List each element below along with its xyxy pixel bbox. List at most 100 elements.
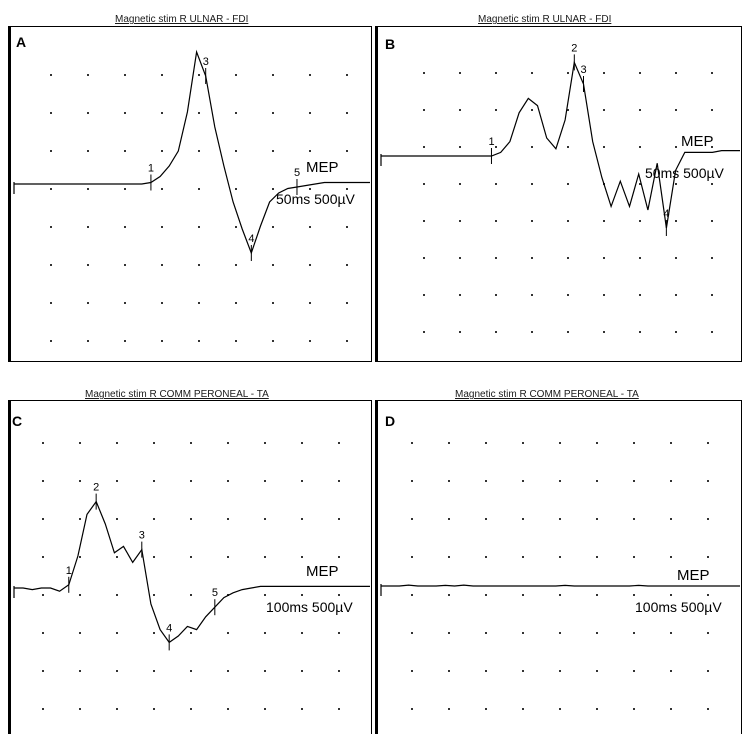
grid-dot [235, 150, 237, 152]
grid-dot [707, 480, 709, 482]
grid-dot [198, 112, 200, 114]
grid-dot [264, 442, 266, 444]
grid-dot [338, 670, 340, 672]
grid-dot [116, 556, 118, 558]
grid-dot [42, 556, 44, 558]
grid-dot [711, 183, 713, 185]
grid-dot [411, 632, 413, 634]
grid-dot [79, 480, 81, 482]
grid-dot [116, 480, 118, 482]
panel-a-chart: 1 3 4 5 MEP 50ms 500µV [13, 49, 370, 342]
grid-dot [423, 257, 425, 259]
grid-dot [124, 226, 126, 228]
grid-dot [567, 146, 569, 148]
grid-dot [227, 442, 229, 444]
grid-dot [639, 257, 641, 259]
grid-dot [495, 146, 497, 148]
grid-dot [423, 294, 425, 296]
grid-dot [675, 109, 677, 111]
grid-dot [338, 556, 340, 558]
panel-d-letter: D [385, 413, 396, 429]
grid-dot [161, 150, 163, 152]
grid-dot [153, 594, 155, 596]
grid-dot [272, 264, 274, 266]
marker-label: 1 [66, 565, 72, 577]
grid-dot [87, 188, 89, 190]
grid-dot [124, 188, 126, 190]
grid-dot [485, 708, 487, 710]
grid-dot [596, 442, 598, 444]
grid-dot [79, 632, 81, 634]
grid-dot [459, 109, 461, 111]
grid-dot [190, 708, 192, 710]
grid-dot [198, 226, 200, 228]
marker-label: 3 [139, 530, 145, 542]
grid-dot [338, 518, 340, 520]
grid-dot [153, 556, 155, 558]
grid-dot [338, 442, 340, 444]
grid-dot [235, 112, 237, 114]
panel-c-chart: 1 2 3 4 5 MEP 100ms 500µV [13, 442, 370, 710]
grid-dot [559, 670, 561, 672]
grid-dot [338, 632, 340, 634]
grid-dot [79, 556, 81, 558]
grid-dot [531, 220, 533, 222]
grid-dot [235, 340, 237, 342]
grid-dot [346, 226, 348, 228]
panel-d-frame [375, 400, 742, 734]
grid-dot [272, 150, 274, 152]
grid-dot [711, 294, 713, 296]
grid-dot [559, 708, 561, 710]
grid-dot [707, 708, 709, 710]
grid-dot [559, 518, 561, 520]
grid-dot [87, 264, 89, 266]
grid-dot [633, 632, 635, 634]
grid-dot [87, 112, 89, 114]
grid-dot [670, 632, 672, 634]
grid-dot [448, 670, 450, 672]
grid-dot [153, 708, 155, 710]
grid-dot [603, 146, 605, 148]
grid-dot [675, 183, 677, 185]
grid-dot [459, 220, 461, 222]
mep-trace [13, 49, 370, 255]
grid-dot [190, 480, 192, 482]
grid-dot [190, 670, 192, 672]
panel-b-title: Magnetic stim R ULNAR - FDI [478, 14, 612, 25]
grid-dot [603, 220, 605, 222]
grid-dot [633, 442, 635, 444]
grid-dot [567, 294, 569, 296]
grid-dot [264, 594, 266, 596]
grid-dot [567, 331, 569, 333]
grid-dot [124, 150, 126, 152]
grid-dot [42, 670, 44, 672]
grid-dot [161, 188, 163, 190]
marker-label: 5 [212, 587, 218, 599]
grid-dot [522, 708, 524, 710]
grid-dot [639, 72, 641, 74]
grid-dot [198, 302, 200, 304]
grid-dot [495, 331, 497, 333]
grid-dot [423, 183, 425, 185]
grid-dot [338, 480, 340, 482]
grid-dot [485, 594, 487, 596]
grid-dot [531, 146, 533, 148]
grid-dot [411, 556, 413, 558]
grid-dot [346, 340, 348, 342]
grid-dot [448, 594, 450, 596]
marker-label: 1 [488, 136, 494, 148]
grid-dot [707, 442, 709, 444]
grid-dot [603, 72, 605, 74]
grid-dot [639, 109, 641, 111]
grid-dot [198, 150, 200, 152]
grid-dot [190, 518, 192, 520]
grid-dot [485, 670, 487, 672]
grid-dot [161, 302, 163, 304]
grid-dot [42, 442, 44, 444]
grid-dot [116, 670, 118, 672]
grid-dot [42, 594, 44, 596]
grid-dot [153, 442, 155, 444]
grid-dot [633, 708, 635, 710]
grid-dot [559, 480, 561, 482]
grid-dot [50, 264, 52, 266]
